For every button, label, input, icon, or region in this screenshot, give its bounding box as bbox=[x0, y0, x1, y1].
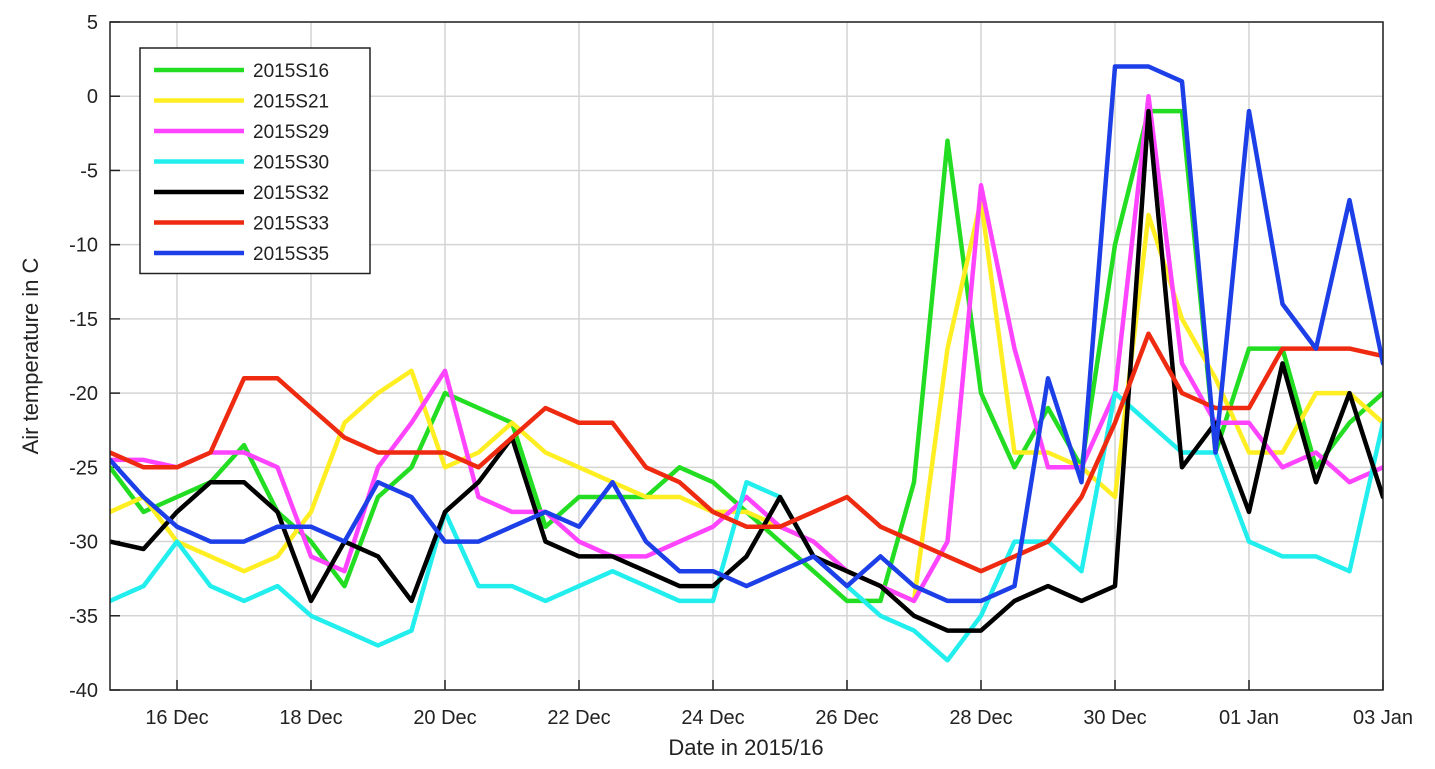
y-axis-label: Air temperature in C bbox=[18, 257, 43, 454]
x-tick-label: 28 Dec bbox=[949, 707, 1012, 729]
legend-label: 2015S30 bbox=[253, 153, 329, 174]
series-line bbox=[110, 93, 1383, 604]
legend-label: 2015S32 bbox=[253, 183, 329, 204]
y-tick-label: -25 bbox=[69, 457, 98, 479]
y-tick-label: 5 bbox=[87, 12, 98, 34]
x-axis-label: Date in 2015/16 bbox=[668, 735, 823, 760]
x-tick-label: 30 Dec bbox=[1083, 707, 1146, 729]
x-tick-label: 01 Jan bbox=[1219, 707, 1279, 729]
y-tick-label: 0 bbox=[87, 86, 98, 108]
x-tick-label: 03 Jan bbox=[1353, 707, 1413, 729]
series-line bbox=[110, 108, 1383, 633]
x-tick-label: 18 Dec bbox=[279, 707, 342, 729]
y-tick-label: -15 bbox=[69, 309, 98, 331]
legend-label: 2015S16 bbox=[253, 61, 329, 82]
series-line bbox=[110, 331, 1383, 574]
x-tick-label: 16 Dec bbox=[145, 707, 208, 729]
y-tick-label: -10 bbox=[69, 235, 98, 257]
series-line bbox=[110, 390, 1383, 663]
y-tick-label: -35 bbox=[69, 606, 98, 628]
y-tick-label: -20 bbox=[69, 383, 98, 405]
y-tick-label: -40 bbox=[69, 680, 98, 702]
y-tick-label: -30 bbox=[69, 532, 98, 554]
legend: 2015S16 2015S21 2015S29 2015S30 2015S32 2015S… bbox=[139, 47, 371, 275]
series-line bbox=[110, 64, 1383, 604]
x-tick-label: 20 Dec bbox=[413, 707, 476, 729]
legend-label: 2015S21 bbox=[253, 92, 329, 113]
legend-label: 2015S35 bbox=[253, 244, 329, 265]
legend-label: 2015S29 bbox=[253, 122, 329, 143]
plot-frame bbox=[109, 21, 1384, 691]
x-tick-label: 24 Dec bbox=[681, 707, 744, 729]
x-tick-label: 22 Dec bbox=[547, 707, 610, 729]
y-tick-label: -5 bbox=[80, 160, 98, 182]
x-tick-label: 26 Dec bbox=[815, 707, 878, 729]
legend-label: 2015S33 bbox=[253, 214, 329, 235]
